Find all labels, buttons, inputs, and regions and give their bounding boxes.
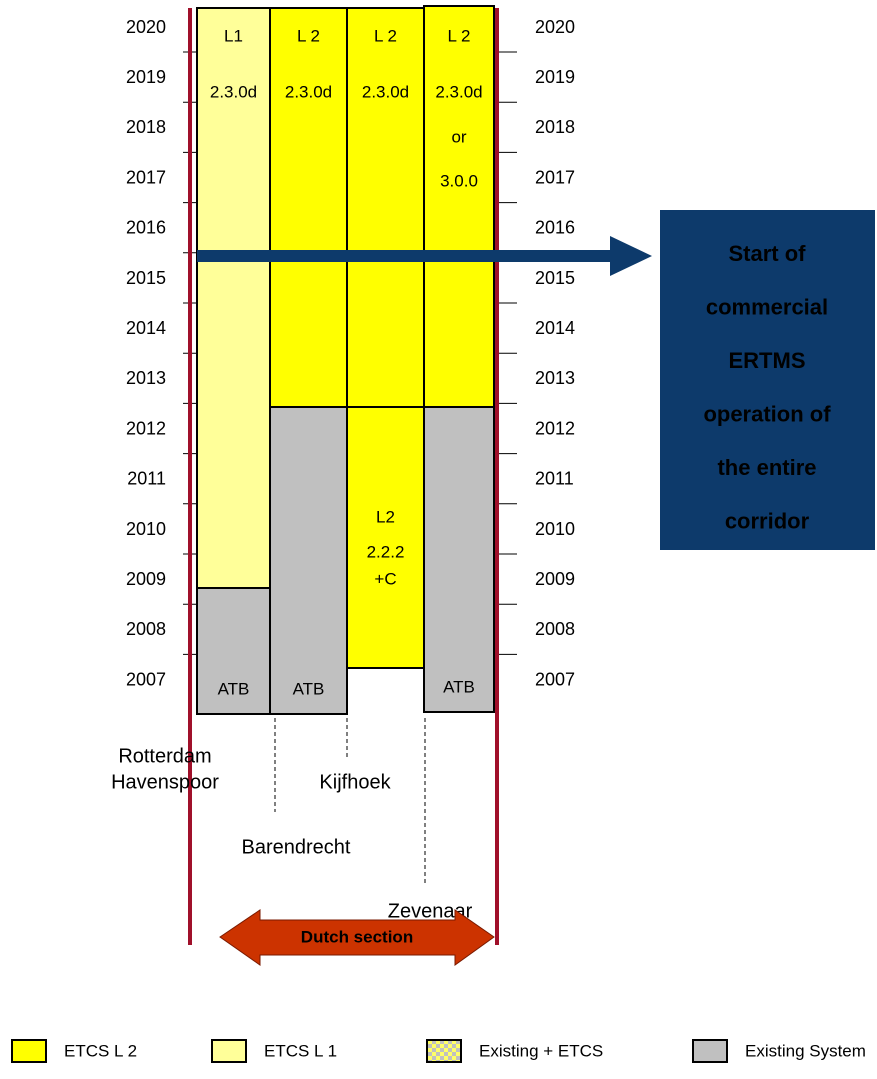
column-label: 2.3.0d xyxy=(362,82,409,101)
station-label: Havenspoor xyxy=(111,771,219,793)
arrow-shaft xyxy=(197,250,612,262)
column-label: or xyxy=(451,127,466,146)
year-right: 2016 xyxy=(535,218,575,238)
note-box xyxy=(660,210,875,550)
year-left: 2008 xyxy=(126,619,166,639)
year-left: 2017 xyxy=(126,167,166,187)
column-label: ATB xyxy=(293,679,325,698)
year-right: 2017 xyxy=(535,167,575,187)
year-left: 2018 xyxy=(126,117,166,137)
section-arrow xyxy=(219,909,495,966)
segment xyxy=(346,406,425,669)
note-text: commercial xyxy=(706,294,828,319)
station-label: Kijfhoek xyxy=(319,771,391,793)
year-left: 2010 xyxy=(126,519,166,539)
legend-swatch xyxy=(11,1039,47,1063)
column-label: L2 xyxy=(376,507,395,526)
column-label: L 2 xyxy=(297,26,320,45)
note-text: the entire xyxy=(717,455,816,480)
year-left: 2020 xyxy=(126,17,166,37)
year-left: 2009 xyxy=(126,569,166,589)
station-label: Zevenaar xyxy=(388,900,473,922)
segment xyxy=(346,7,425,408)
column-label: 2.2.2 xyxy=(367,542,405,561)
year-right: 2013 xyxy=(535,368,575,388)
legend-swatch xyxy=(692,1039,728,1063)
year-left: 2015 xyxy=(126,268,166,288)
year-left: 2011 xyxy=(127,469,166,489)
segment xyxy=(423,406,495,713)
year-right: 2007 xyxy=(535,669,575,689)
column-label: 2.3.0d xyxy=(210,82,257,101)
note-text: corridor xyxy=(725,508,810,533)
legend-swatch xyxy=(426,1039,462,1063)
year-right: 2011 xyxy=(535,469,574,489)
year-left: 2007 xyxy=(126,669,166,689)
year-right: 2010 xyxy=(535,519,575,539)
column-label: +C xyxy=(374,569,396,588)
year-left: 2016 xyxy=(126,218,166,238)
year-right: 2009 xyxy=(535,569,575,589)
legend-label: ETCS L 2 xyxy=(64,1041,137,1060)
year-right: 2008 xyxy=(535,619,575,639)
segment xyxy=(269,406,348,715)
year-left: 2013 xyxy=(126,368,166,388)
segment xyxy=(269,7,348,408)
year-left: 2014 xyxy=(126,318,166,338)
year-right: 2012 xyxy=(535,418,575,438)
segment xyxy=(423,5,495,408)
column-label: 2.3.0d xyxy=(435,82,482,101)
column-label: L 2 xyxy=(374,26,397,45)
year-left: 2012 xyxy=(126,418,166,438)
segment xyxy=(196,587,271,715)
year-left: 2019 xyxy=(126,67,166,87)
column-label: 2.3.0d xyxy=(285,82,332,101)
year-right: 2015 xyxy=(535,268,575,288)
year-right: 2019 xyxy=(535,67,575,87)
arrow-head xyxy=(610,236,652,276)
note-text: operation of xyxy=(703,401,831,426)
note-text: Start of xyxy=(729,241,807,266)
year-right: 2018 xyxy=(535,117,575,137)
column-label: 3.0.0 xyxy=(440,171,478,190)
column-label: ATB xyxy=(218,679,250,698)
column-label: L 2 xyxy=(447,26,470,45)
note-text: ERTMS xyxy=(729,348,806,373)
legend-label: Existing System xyxy=(745,1041,866,1060)
station-label: Barendrecht xyxy=(242,836,351,858)
section-label: Dutch section xyxy=(301,927,413,946)
station-label: Rotterdam xyxy=(118,745,211,767)
column-label: ATB xyxy=(443,677,475,696)
legend-swatch xyxy=(211,1039,247,1063)
legend-label: ETCS L 1 xyxy=(264,1041,337,1060)
column-label: L1 xyxy=(224,26,243,45)
year-right: 2020 xyxy=(535,17,575,37)
legend-label: Existing + ETCS xyxy=(479,1041,603,1060)
year-right: 2014 xyxy=(535,318,575,338)
